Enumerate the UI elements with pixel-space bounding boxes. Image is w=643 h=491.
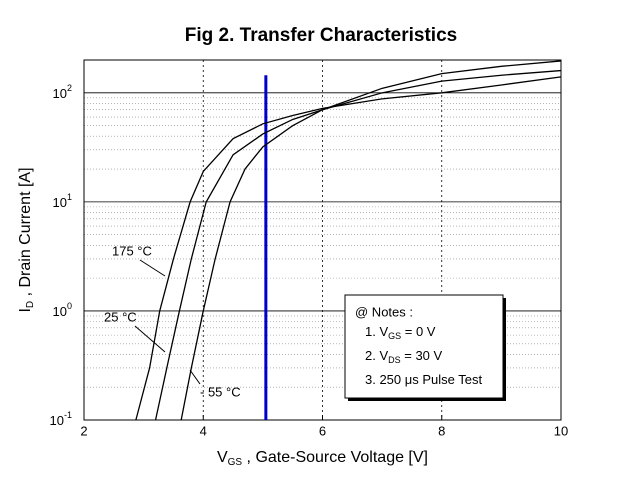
y-tick-label: 100 [53,301,72,319]
chart-title: Fig 2. Transfer Characteristics [185,25,457,46]
note-pre: 2. V [365,348,388,363]
curve-label: 25 °C [104,309,137,324]
y-tick-exp: 0 [67,301,72,311]
x-label-rest: , Gate-Source Voltage [V] [242,449,428,466]
y-tick-base: 10 [53,86,67,101]
y-tick-label: 101 [53,192,72,210]
notes-box [344,294,504,399]
curve [154,69,562,421]
x-tick-label: 10 [554,423,568,438]
notes-line: 2. VDS = 30 V [365,348,443,365]
x-tick-label: 2 [80,423,87,438]
x-label-sub: GS [228,457,243,468]
plot-frame [83,59,562,421]
note-sub: GS [388,331,401,341]
y-label-sub: D [25,301,36,308]
x-tick-label: 6 [319,423,326,438]
notes-line: 1. VGS = 0 V [365,324,436,341]
notes-line: 3. 250 μs Pulse Test [365,372,482,387]
x-axis-label: VGS , Gate-Source Voltage [V] [217,449,428,467]
y-tick-exp: -1 [64,410,72,420]
x-tick-label: 4 [200,423,207,438]
x-label-main: V [217,449,228,466]
y-tick-exp: 2 [67,83,72,93]
leader-line [139,259,166,277]
leader-line [134,325,166,353]
curve-label: 175 °C [112,243,152,258]
y-tick-exp: 1 [67,192,72,202]
y-tick-base: 10 [50,413,64,428]
y-label-main: I [17,308,34,312]
y-tick-base: 10 [53,304,67,319]
curve [135,76,562,421]
note-sub: DS [388,355,401,365]
note-pre: 1. V [365,324,388,339]
curve [180,60,562,421]
notes-title: @ Notes : [355,304,413,319]
y-tick-label: 102 [53,83,72,101]
x-tick-label: 8 [438,423,445,438]
note-pre: 3. 250 μs Pulse Test [365,372,482,387]
y-axis-label: ID , Drain Current [A] [17,167,35,312]
note-post: = 30 V [401,348,443,363]
curve-label: - 55 °C [200,384,241,399]
y-tick-base: 10 [53,195,67,210]
y-tick-label: 10-1 [50,410,72,428]
y-label-rest: , Drain Current [A] [17,167,34,300]
note-post: = 0 V [401,324,436,339]
leader-line [189,369,201,385]
